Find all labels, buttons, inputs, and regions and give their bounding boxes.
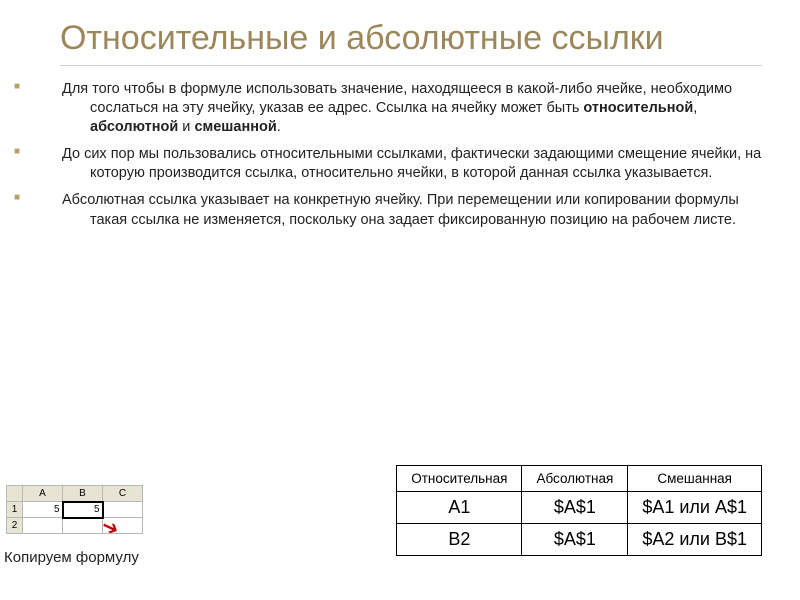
p1-bold-2: абсолютной [90, 119, 178, 135]
col-head-a: A [23, 486, 63, 502]
p3-text: Абсолютная ссылка указывает на конкретну… [62, 192, 739, 227]
copy-caption: Копируем формулу [4, 549, 139, 566]
paragraph-1: ■ Для того чтобы в формуле использовать … [88, 80, 762, 137]
paragraph-3: ■ Абсолютная ссылка указывает на конкрет… [88, 191, 762, 229]
corner-cell [7, 486, 23, 502]
reference-table: Относительная Абсолютная Смешанная A1 $A… [396, 465, 762, 556]
row-head-1: 1 [7, 502, 23, 518]
p1-end: . [277, 119, 281, 135]
cell-a1: 5 [23, 502, 63, 518]
col-head-c: C [103, 486, 143, 502]
slide-title: Относительные и абсолютные ссылки [60, 18, 762, 59]
ref-r1c1: A1 [397, 492, 522, 524]
p1-bold-1: относительной [583, 100, 693, 116]
cell-a2 [23, 518, 63, 534]
row-head-2: 2 [7, 518, 23, 534]
title-divider [60, 65, 762, 66]
cell-b2 [63, 518, 103, 534]
paragraph-2: ■ До сих пор мы пользовались относительн… [88, 145, 762, 183]
refhead-mixed: Смешанная [628, 466, 762, 492]
col-head-b: B [63, 486, 103, 502]
p1-sep2: и [178, 119, 194, 135]
ref-r1c2: $A$1 [522, 492, 628, 524]
ref-r1c3: $A1 или A$1 [628, 492, 762, 524]
refhead-absolute: Абсолютная [522, 466, 628, 492]
mini-spreadsheet: A B C 1 5 5 2 [6, 485, 143, 534]
ref-r2c1: B2 [397, 524, 522, 556]
p1-sep1: , [693, 100, 697, 116]
ref-r2c3: $A2 или B$1 [628, 524, 762, 556]
ref-r2c2: $A$1 [522, 524, 628, 556]
p2-text: До сих пор мы пользовались относительным… [62, 146, 761, 181]
p1-bold-3: смешанной [194, 119, 276, 135]
cell-b1: 5 [63, 502, 103, 518]
refhead-relative: Относительная [397, 466, 522, 492]
